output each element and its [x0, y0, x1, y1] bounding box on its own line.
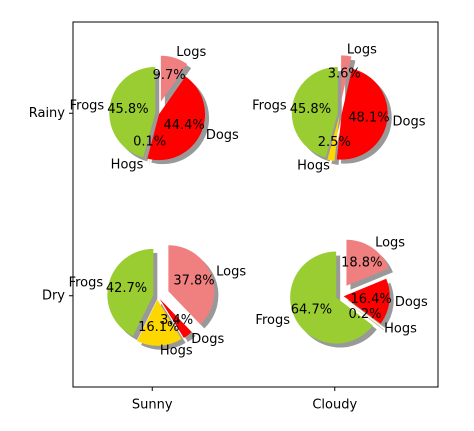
slice-label: Frogs — [70, 99, 105, 114]
pie-slice — [144, 115, 157, 160]
value-label: 16.4% — [350, 292, 391, 307]
slice-label: Logs — [347, 43, 377, 58]
value-label: 9.7% — [153, 68, 186, 83]
slice-label: Dogs — [393, 115, 426, 130]
slice-label: Logs — [176, 45, 206, 60]
x-tick-label: Cloudy — [312, 398, 357, 413]
slice-label: Hogs — [160, 344, 193, 359]
slice-label: Hogs — [384, 322, 417, 337]
pie-slice — [342, 298, 380, 327]
value-label: 64.7% — [291, 302, 332, 317]
pie-slice — [291, 66, 338, 158]
pie-slice — [147, 76, 206, 161]
pie-slice — [341, 55, 352, 102]
slice-label: Frogs — [255, 313, 290, 328]
pie-slice — [159, 298, 192, 339]
value-label: 16.1% — [138, 320, 179, 335]
value-label: 3.6% — [328, 66, 361, 81]
value-label: 0.1% — [133, 134, 166, 149]
pie-slice — [327, 115, 340, 161]
pie-slice — [109, 66, 156, 158]
slice-label: Frogs — [69, 276, 104, 291]
slice-label: Hogs — [111, 157, 144, 172]
slice-label: Dogs — [395, 295, 428, 310]
value-label: 42.7% — [106, 281, 147, 296]
pie-slice — [336, 68, 388, 160]
value-label: 45.8% — [107, 102, 148, 117]
slice-label: Logs — [375, 235, 405, 250]
y-tick-label: Dry — [42, 288, 65, 303]
value-label: 0.2% — [348, 307, 381, 322]
value-label: 3.4% — [160, 313, 193, 328]
value-label: 18.8% — [341, 255, 382, 270]
pie-slice — [346, 239, 389, 286]
slice-label: Hogs — [297, 158, 330, 173]
value-label: 44.4% — [163, 118, 204, 133]
slice-label: Frogs — [252, 99, 287, 114]
pie-slice — [107, 248, 154, 337]
pie-shadow — [346, 302, 384, 331]
pie-slice — [137, 299, 182, 346]
slice-label: Dogs — [206, 128, 239, 143]
pie-slice — [168, 245, 215, 325]
value-label: 37.8% — [173, 273, 214, 288]
x-tick-label: Sunny — [132, 398, 173, 413]
pie-slice — [160, 55, 188, 102]
pie-slice — [290, 251, 373, 344]
slice-label: Dogs — [191, 332, 224, 347]
axes-frame — [72, 21, 439, 388]
value-label: 2.5% — [318, 135, 351, 150]
value-label: 48.1% — [348, 111, 389, 126]
slice-label: Logs — [216, 264, 246, 279]
value-label: 45.8% — [290, 102, 331, 117]
pie-slice — [343, 278, 390, 324]
y-tick-label: Rainy — [29, 106, 66, 121]
